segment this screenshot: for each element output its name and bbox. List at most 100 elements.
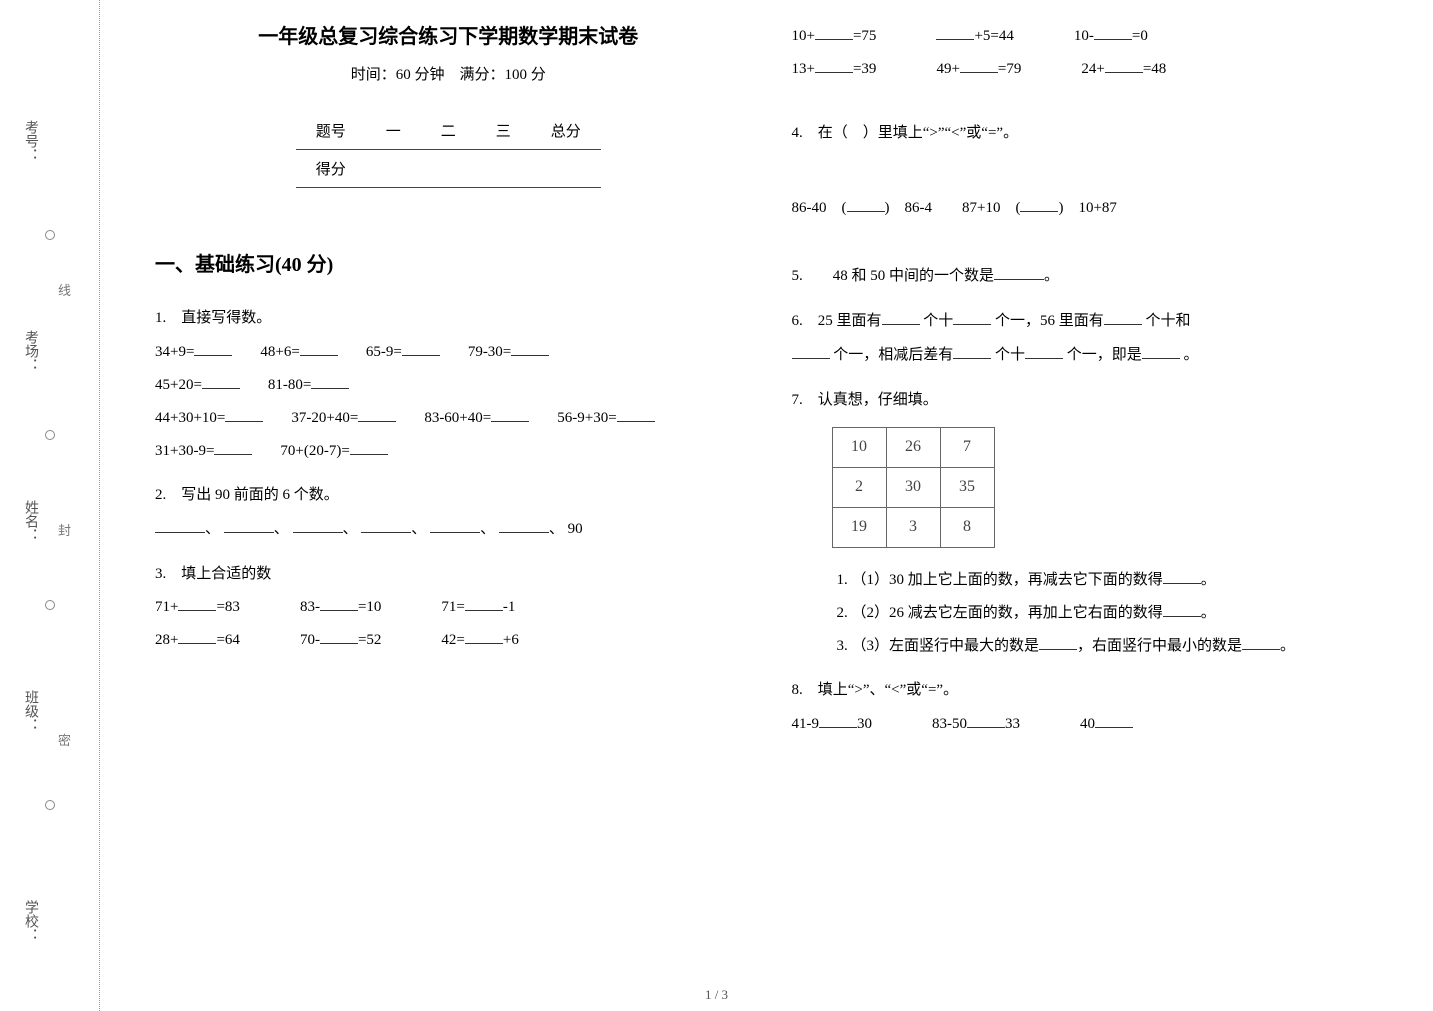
margin-label-school: 学校：: [20, 900, 40, 942]
score-cell: 得分: [296, 150, 366, 188]
answer-blank[interactable]: [178, 629, 216, 644]
answer-blank[interactable]: [202, 374, 240, 389]
answer-blank[interactable]: [1163, 602, 1201, 617]
answer-blank[interactable]: [1020, 197, 1058, 212]
answer-blank[interactable]: [361, 518, 411, 533]
answer-blank[interactable]: [994, 265, 1044, 280]
margin-label-examno: 考号：: [20, 120, 40, 162]
txt: （1）30 加上它上面的数，再减去它下面的数得: [852, 572, 1163, 588]
answer-blank[interactable]: [1242, 635, 1280, 650]
q3-row: 10+=75 +5=44 10-=0: [792, 20, 1379, 53]
answer-blank[interactable]: [967, 713, 1005, 728]
q8-label: 8. 填上“>”、“<”或“=”。: [792, 673, 1379, 708]
answer-blank[interactable]: [953, 344, 991, 359]
answer-blank[interactable]: [1142, 344, 1180, 359]
q6: 6. 25 里面有 个十 个一，56 里面有 个十和 个一，相减后差有 个十 个…: [792, 304, 1379, 373]
answer-blank[interactable]: [847, 197, 885, 212]
answer-blank[interactable]: [511, 341, 549, 356]
answer-blank[interactable]: [882, 310, 920, 325]
answer-blank[interactable]: [1163, 569, 1201, 584]
expr: 33: [1005, 716, 1020, 732]
score-cell[interactable]: [421, 150, 476, 188]
answer-blank[interactable]: [499, 518, 549, 533]
q1-row3: 44+30+10= 37-20+40= 83-60+40= 56-9+30=: [155, 402, 742, 435]
answer-blank[interactable]: [224, 518, 274, 533]
answer-blank[interactable]: [358, 407, 396, 422]
answer-blank[interactable]: [491, 407, 529, 422]
txt: 个十和: [1146, 313, 1191, 329]
expr: 81-80=: [268, 377, 311, 393]
answer-blank[interactable]: [1094, 25, 1132, 40]
expr: 24+: [1081, 61, 1104, 77]
answer-blank[interactable]: [320, 596, 358, 611]
answer-blank[interactable]: [1104, 310, 1142, 325]
answer-blank[interactable]: [1105, 58, 1143, 73]
score-cell[interactable]: [366, 150, 421, 188]
answer-blank[interactable]: [293, 518, 343, 533]
expr: 37-20+40=: [291, 410, 358, 426]
answer-blank[interactable]: [1025, 344, 1063, 359]
answer-blank[interactable]: [214, 440, 252, 455]
txt: （3）左面竖行中最大的数是: [852, 638, 1040, 654]
expr: 13+: [792, 61, 815, 77]
q1-row2: 45+20= 81-80=: [155, 369, 742, 402]
answer-blank[interactable]: [178, 596, 216, 611]
answer-blank[interactable]: [300, 341, 338, 356]
expr: =79: [998, 61, 1021, 77]
answer-blank[interactable]: [792, 344, 830, 359]
cell: 2: [832, 468, 886, 508]
expr: 71=: [441, 599, 464, 615]
answer-blank[interactable]: [320, 629, 358, 644]
seal-char: 密: [58, 730, 71, 749]
expr: 79-30=: [468, 344, 511, 360]
q1-row1: 34+9= 48+6= 65-9= 79-30=: [155, 336, 742, 369]
txt: 个十: [995, 347, 1025, 363]
page-subtitle: 时间：60 分钟 满分：100 分: [155, 63, 742, 84]
expr: 41-9: [792, 716, 820, 732]
answer-blank[interactable]: [960, 58, 998, 73]
expr: 34+9=: [155, 344, 194, 360]
answer-blank[interactable]: [155, 518, 205, 533]
answer-blank[interactable]: [936, 25, 974, 40]
q2-label: 2. 写出 90 前面的 6 个数。: [155, 478, 742, 513]
answer-blank[interactable]: [815, 25, 853, 40]
answer-blank[interactable]: [465, 596, 503, 611]
cell: 19: [832, 508, 886, 548]
answer-blank[interactable]: [953, 310, 991, 325]
answer-blank[interactable]: [1039, 635, 1077, 650]
expr: +6: [503, 632, 519, 648]
answer-blank[interactable]: [819, 713, 857, 728]
page-number: 1 / 3: [705, 987, 728, 1003]
q2-tail: 90: [568, 521, 583, 537]
page-title: 一年级总复习综合练习下学期数学期末试卷: [155, 20, 742, 49]
cell: 10: [832, 428, 886, 468]
txt: 个一，56 里面有: [995, 313, 1104, 329]
expr: =64: [216, 632, 239, 648]
q3-row: 71+=83 83-=10 71=-1: [155, 591, 742, 624]
answer-blank[interactable]: [194, 341, 232, 356]
dotted-circle: [45, 230, 55, 240]
answer-blank[interactable]: [465, 629, 503, 644]
q5: 5. 48 和 50 中间的一个数是。: [792, 259, 1379, 294]
score-cell[interactable]: [476, 150, 531, 188]
section-heading: 一、基础练习(40 分): [155, 248, 742, 277]
expr: 10-: [1074, 28, 1094, 44]
answer-blank[interactable]: [311, 374, 349, 389]
answer-blank[interactable]: [430, 518, 480, 533]
score-cell: 题号: [296, 112, 366, 150]
answer-blank[interactable]: [225, 407, 263, 422]
q3-row: 28+=64 70-=52 42=+6: [155, 624, 742, 657]
answer-blank[interactable]: [402, 341, 440, 356]
expr: 44+30+10=: [155, 410, 225, 426]
answer-blank[interactable]: [1095, 713, 1133, 728]
answer-blank[interactable]: [350, 440, 388, 455]
q7-sub3: （3）左面竖行中最大的数是，右面竖行中最小的数是。: [852, 630, 1379, 663]
expr: 31+30-9=: [155, 443, 214, 459]
expr: 49+: [936, 61, 959, 77]
q7-sub2: （2）26 减去它左面的数，再加上它右面的数得。: [852, 597, 1379, 630]
score-cell[interactable]: [531, 150, 601, 188]
answer-blank[interactable]: [815, 58, 853, 73]
score-table: 题号 一 二 三 总分 得分: [296, 112, 601, 188]
dotted-circle: [45, 430, 55, 440]
answer-blank[interactable]: [617, 407, 655, 422]
